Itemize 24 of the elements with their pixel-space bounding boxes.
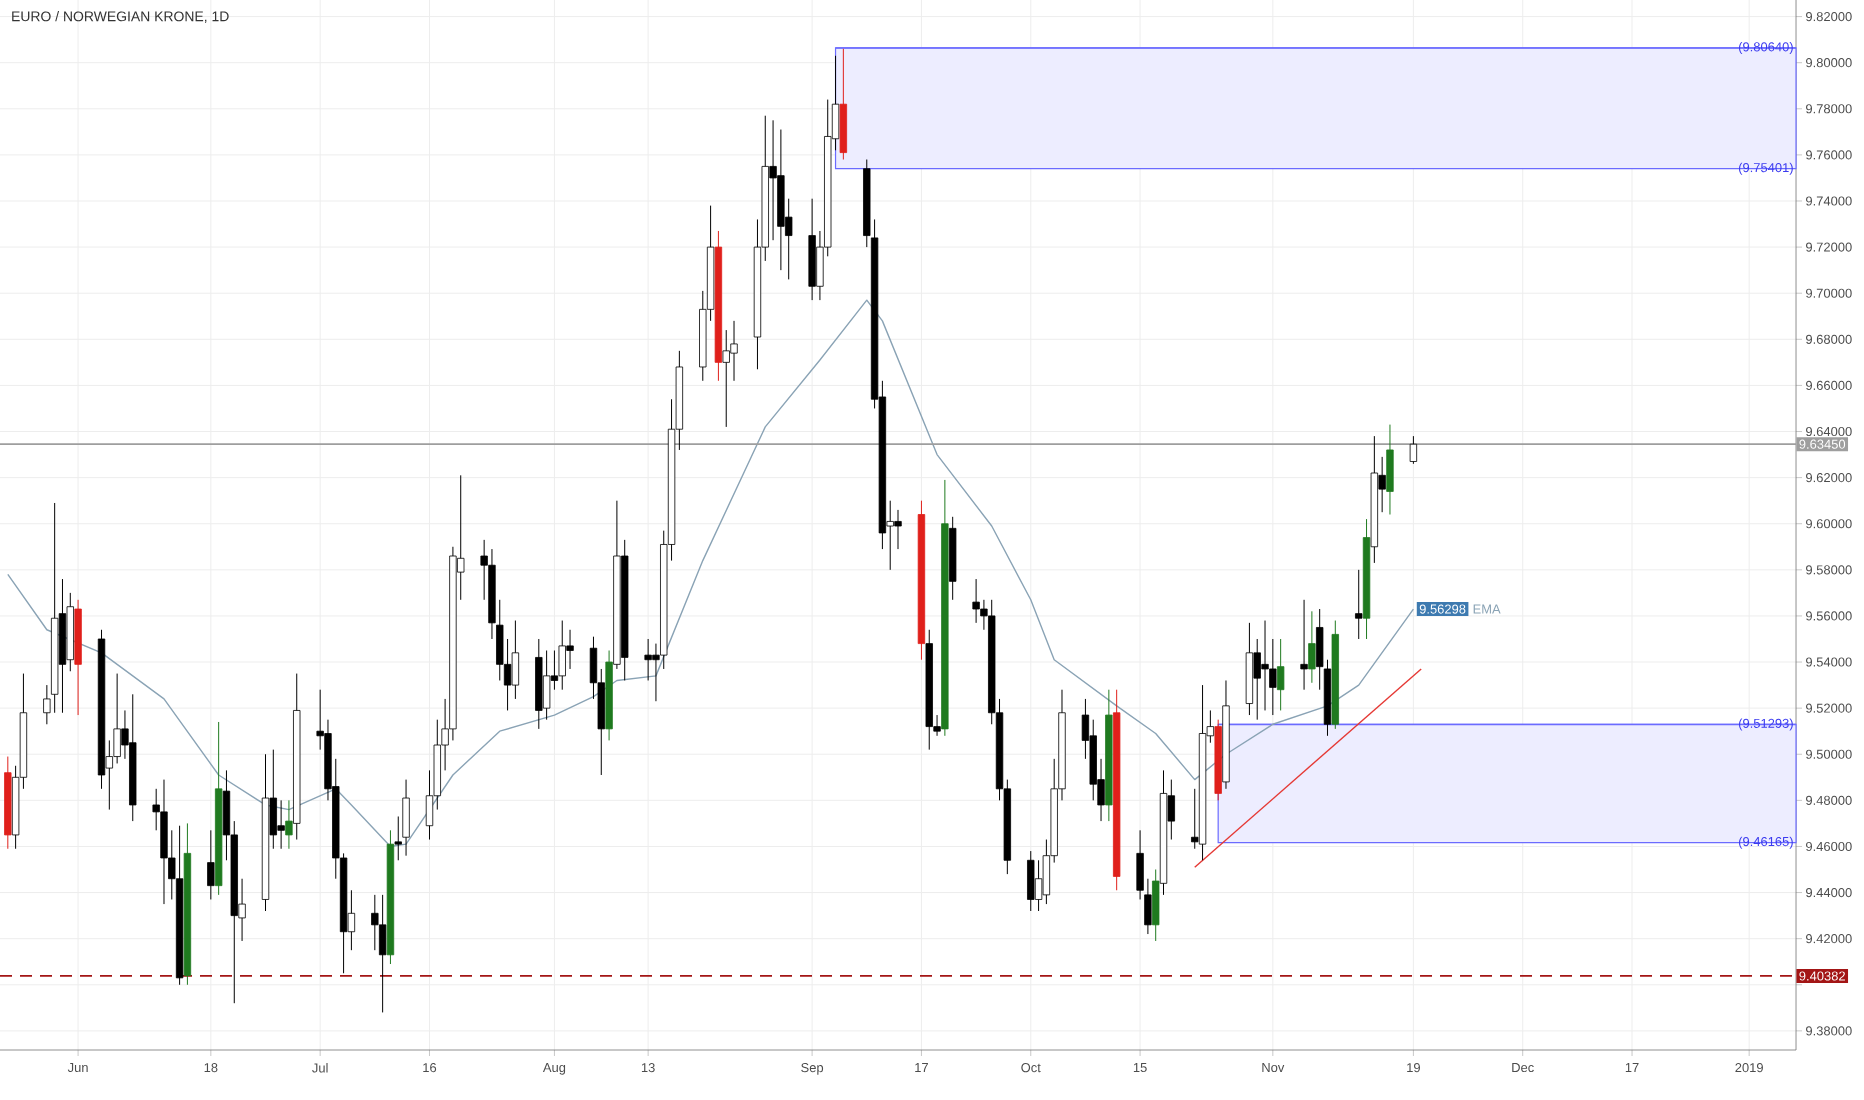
candlestick (1355, 569, 1363, 640)
candlestick (722, 329, 730, 428)
line-series (7, 299, 1415, 848)
candlestick (1152, 869, 1160, 942)
candlestick (972, 578, 980, 624)
candlestick (1300, 599, 1308, 691)
candlestick (1261, 620, 1269, 711)
candlestick (1409, 435, 1418, 465)
candlestick (558, 620, 566, 691)
candlestick (160, 779, 168, 905)
candlestick (1027, 850, 1035, 912)
candlestick (1034, 859, 1043, 912)
candlestick (378, 894, 387, 1013)
candlestick (402, 779, 410, 857)
candlestick (207, 829, 215, 900)
candlestick (285, 799, 293, 850)
candlestick (894, 509, 902, 550)
candlestick (644, 638, 652, 681)
candlestick (277, 799, 285, 850)
candlestick (1386, 424, 1394, 515)
candlestick (566, 629, 574, 670)
candlestick (1276, 638, 1285, 711)
candlestick (1308, 610, 1316, 684)
candlestick (542, 650, 551, 721)
